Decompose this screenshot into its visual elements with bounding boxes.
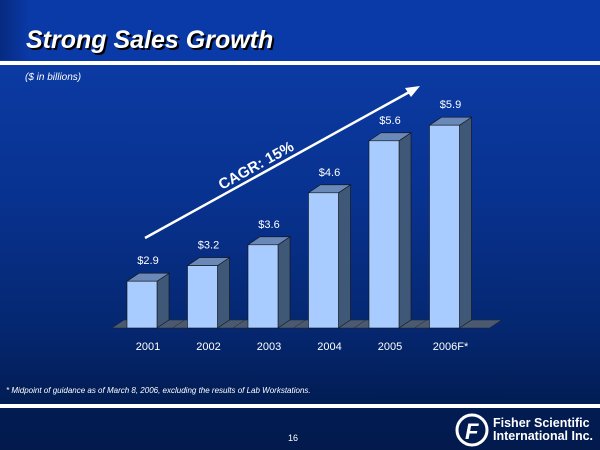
- bar-front: [126, 280, 158, 329]
- bar-side: [277, 236, 291, 329]
- bar-front: [429, 124, 460, 329]
- divider-bottom: [0, 404, 600, 408]
- data-label: $3.6: [258, 219, 279, 231]
- x-tick-label: 2005: [378, 341, 402, 353]
- cagr-arrow: [144, 86, 420, 240]
- bar: [368, 132, 412, 329]
- data-label: $2.9: [137, 255, 158, 267]
- logo-line2: International Inc.: [493, 429, 594, 443]
- data-label: $5.9: [440, 99, 461, 111]
- bar-side: [459, 116, 472, 329]
- x-tick-label: 2004: [317, 341, 341, 353]
- fisher-logo-icon: F: [455, 413, 489, 447]
- slide-title: Strong Sales Growth: [26, 26, 274, 54]
- x-tick-label: 2002: [196, 341, 220, 353]
- bar: [247, 236, 291, 329]
- bar-front: [308, 192, 339, 329]
- bar-front: [187, 265, 218, 329]
- header-shade: [0, 0, 30, 60]
- x-tick-label: 2006F*: [433, 341, 469, 353]
- footnote: * Midpoint of guidance as of March 8, 20…: [6, 386, 311, 395]
- bar-side: [398, 132, 412, 329]
- bar-front: [368, 140, 400, 329]
- subtitle: ($ in billions): [25, 72, 82, 83]
- data-label: $3.2: [198, 240, 219, 252]
- data-label: $4.6: [319, 167, 340, 179]
- bar-side: [217, 257, 230, 329]
- x-tick-label: 2003: [257, 341, 281, 353]
- bar: [428, 116, 473, 329]
- bar: [307, 184, 352, 329]
- divider-top: [0, 61, 600, 65]
- page-number: 16: [288, 433, 299, 443]
- bar: [126, 272, 170, 329]
- company-logo: F Fisher Scientific International Inc.: [455, 413, 593, 447]
- bar-side: [338, 184, 351, 329]
- bar-front: [247, 244, 279, 329]
- data-label: $5.6: [379, 115, 400, 127]
- bar: [186, 257, 231, 329]
- x-tick-label: 2001: [136, 341, 160, 353]
- logo-line1: Fisher Scientific: [493, 416, 590, 430]
- svg-text:F: F: [465, 419, 479, 444]
- bar-chart: $2.9 2001 $3.2 2002 $3.6 2003 $4.6 2004 $5.6 2005…: [111, 86, 503, 353]
- cagr-annotation: CAGR: 15%: [216, 138, 297, 193]
- bar-side: [156, 272, 170, 329]
